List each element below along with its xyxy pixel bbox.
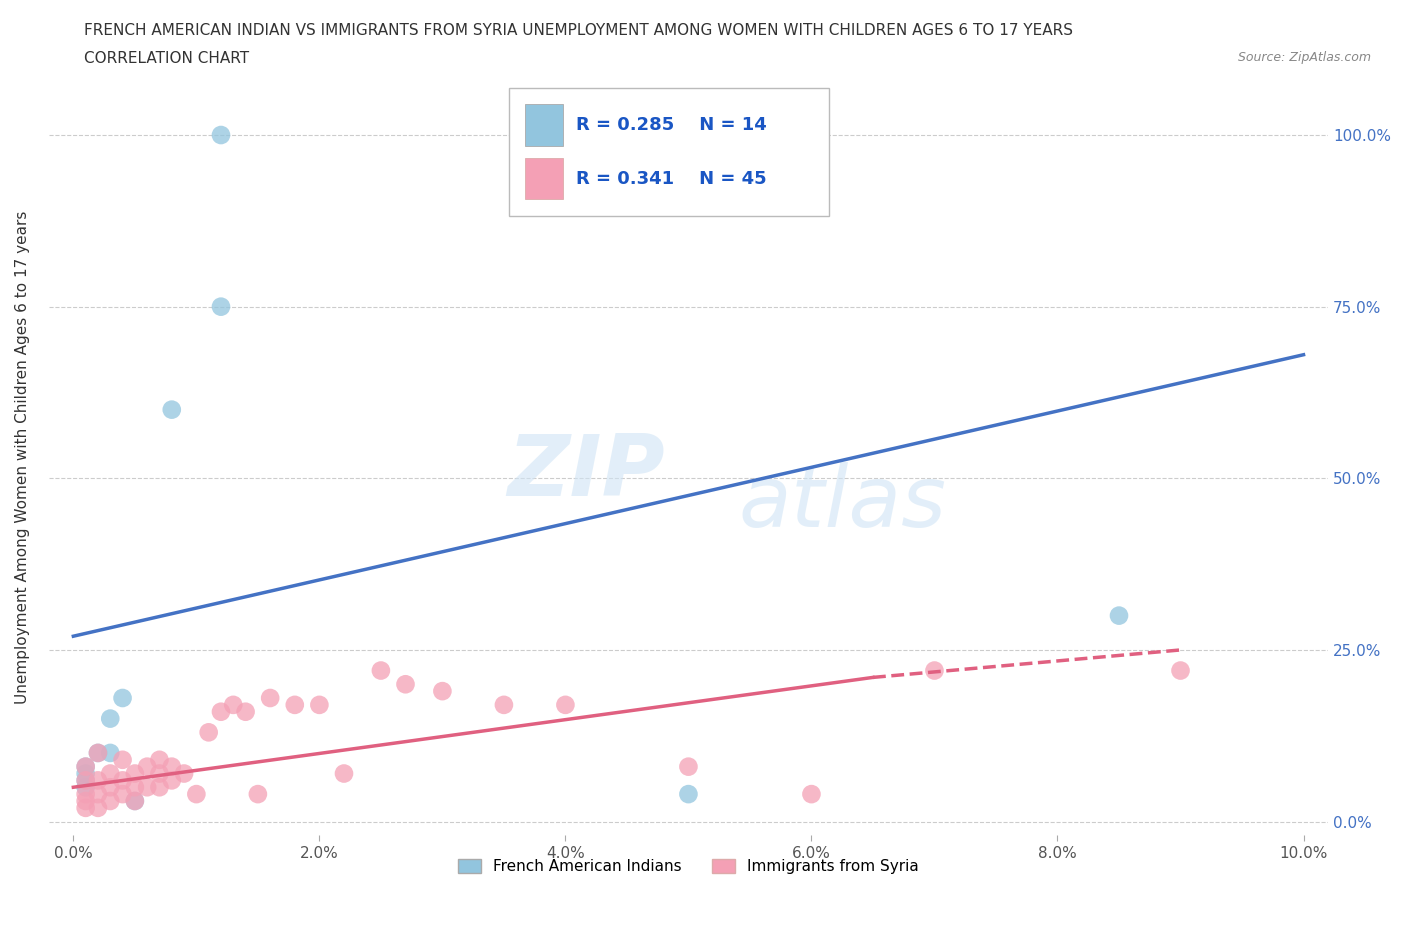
Text: Source: ZipAtlas.com: Source: ZipAtlas.com xyxy=(1237,51,1371,64)
Point xyxy=(75,773,97,788)
Point xyxy=(209,704,232,719)
Point xyxy=(1108,608,1130,623)
Point xyxy=(148,766,170,781)
Point xyxy=(98,766,121,781)
Point xyxy=(209,127,232,142)
Point xyxy=(75,793,97,808)
Point xyxy=(678,787,700,802)
FancyBboxPatch shape xyxy=(509,87,830,216)
Point xyxy=(87,801,110,816)
Point xyxy=(308,698,330,712)
FancyBboxPatch shape xyxy=(524,104,562,146)
Point xyxy=(124,793,146,808)
Text: R = 0.341    N = 45: R = 0.341 N = 45 xyxy=(576,170,766,188)
Point xyxy=(124,780,146,795)
Point xyxy=(259,691,281,706)
Point xyxy=(87,746,110,761)
Point xyxy=(1170,663,1192,678)
Point xyxy=(136,759,159,774)
Point xyxy=(678,759,700,774)
Point xyxy=(370,663,392,678)
FancyBboxPatch shape xyxy=(524,158,562,199)
Point xyxy=(333,766,356,781)
Point xyxy=(160,759,183,774)
Point xyxy=(87,787,110,802)
Point xyxy=(98,780,121,795)
Point xyxy=(148,780,170,795)
Text: CORRELATION CHART: CORRELATION CHART xyxy=(84,51,249,66)
Point xyxy=(124,793,146,808)
Y-axis label: Unemployment Among Women with Children Ages 6 to 17 years: Unemployment Among Women with Children A… xyxy=(15,211,30,704)
Point xyxy=(111,773,134,788)
Point xyxy=(75,766,97,781)
Text: FRENCH AMERICAN INDIAN VS IMMIGRANTS FROM SYRIA UNEMPLOYMENT AMONG WOMEN WITH CH: FRENCH AMERICAN INDIAN VS IMMIGRANTS FRO… xyxy=(84,23,1073,38)
Point xyxy=(75,787,97,802)
Point xyxy=(160,773,183,788)
Point xyxy=(924,663,946,678)
Point xyxy=(87,773,110,788)
Point xyxy=(284,698,307,712)
Point xyxy=(222,698,245,712)
Text: ZIP: ZIP xyxy=(508,432,665,514)
Point xyxy=(173,766,195,781)
Point xyxy=(186,787,208,802)
Point xyxy=(124,766,146,781)
Legend: French American Indians, Immigrants from Syria: French American Indians, Immigrants from… xyxy=(451,853,925,881)
Point xyxy=(75,773,97,788)
Point xyxy=(87,746,110,761)
Point xyxy=(246,787,269,802)
Point xyxy=(160,402,183,417)
Point xyxy=(111,752,134,767)
Point xyxy=(432,684,454,698)
Point xyxy=(111,691,134,706)
Point xyxy=(75,759,97,774)
Point xyxy=(98,711,121,726)
Point xyxy=(98,793,121,808)
Point xyxy=(800,787,823,802)
Point xyxy=(394,677,416,692)
Point xyxy=(209,299,232,314)
Point xyxy=(136,780,159,795)
Point xyxy=(148,752,170,767)
Text: R = 0.285    N = 14: R = 0.285 N = 14 xyxy=(576,116,766,135)
Point xyxy=(197,724,219,739)
Point xyxy=(492,698,515,712)
Point xyxy=(75,759,97,774)
Point xyxy=(235,704,257,719)
Point xyxy=(111,787,134,802)
Point xyxy=(75,801,97,816)
Point xyxy=(98,746,121,761)
Point xyxy=(75,780,97,795)
Text: atlas: atlas xyxy=(738,461,946,545)
Point xyxy=(554,698,576,712)
